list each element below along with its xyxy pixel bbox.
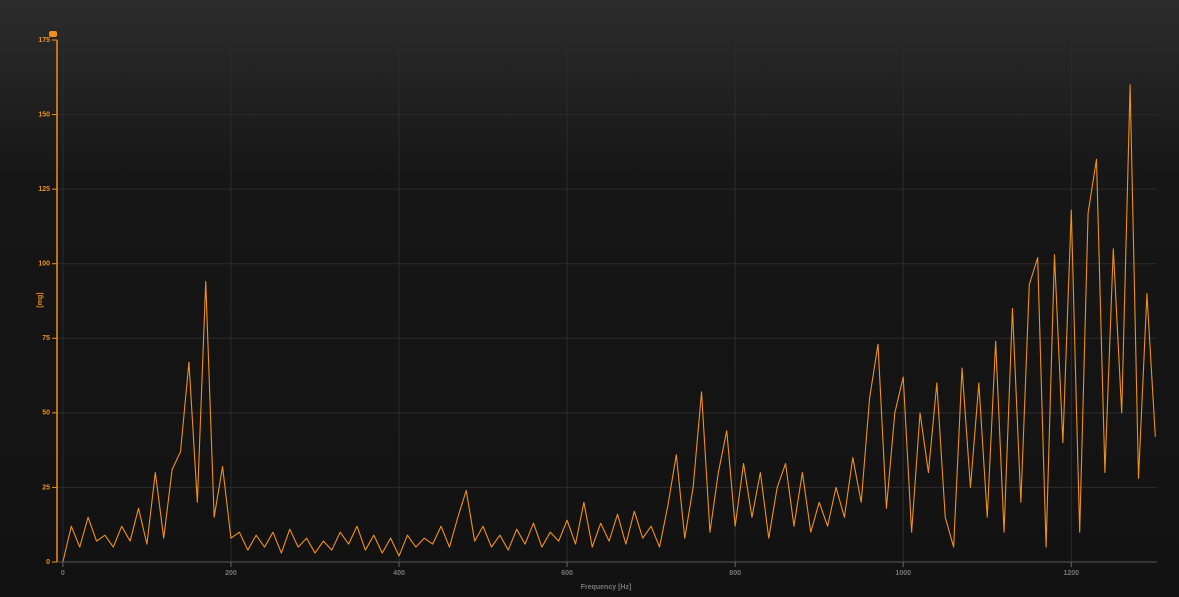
y-tick-label: 75 xyxy=(42,335,50,342)
y-tick-label: 0 xyxy=(46,559,50,566)
x-tick-label: 400 xyxy=(393,570,405,577)
x-tick-label: 800 xyxy=(729,570,741,577)
x-tick-label: 1200 xyxy=(1063,570,1079,577)
y-tick-label: 125 xyxy=(38,186,50,193)
y-tick-label: 50 xyxy=(42,410,50,417)
y-tick-label: 175 xyxy=(38,37,50,44)
y-tick-label: 25 xyxy=(42,484,50,491)
x-tick-label: 1000 xyxy=(895,570,911,577)
x-axis-label: Frequency [Hz] xyxy=(581,584,632,591)
x-tick-label: 200 xyxy=(225,570,237,577)
y-tick-label: 150 xyxy=(38,111,50,118)
legend-marker xyxy=(49,31,57,37)
x-tick-label: 600 xyxy=(561,570,573,577)
y-tick-label: 100 xyxy=(38,261,50,268)
x-tick-label: 0 xyxy=(61,570,65,577)
data-line xyxy=(62,84,1156,563)
y-axis-label: [mg] xyxy=(37,292,44,307)
